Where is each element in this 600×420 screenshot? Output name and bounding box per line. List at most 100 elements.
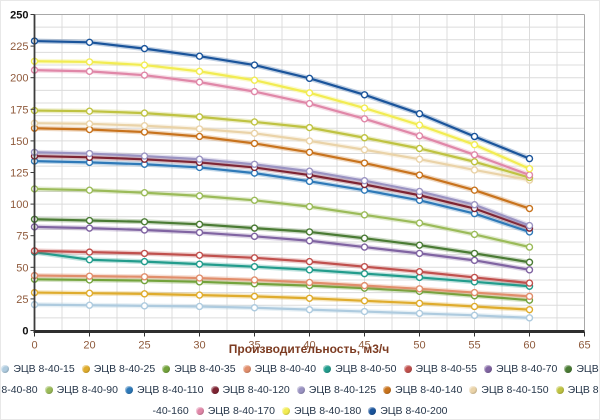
data-point-marker: [250, 87, 259, 96]
data-point-marker: [250, 254, 259, 262]
data-point-marker: [360, 115, 369, 123]
legend-bullet-icon: [555, 386, 564, 394]
legend-bullet-icon: [368, 407, 377, 415]
legend-item: ЭЦВ 8-40-50: [323, 360, 397, 379]
series-line: [33, 218, 531, 264]
legend-item: -40-160: [153, 402, 189, 420]
legend-bullet-icon: [564, 365, 573, 373]
legend-item: ЭЦВ: [564, 360, 599, 379]
data-point-marker: [470, 201, 479, 209]
data-point-marker: [140, 44, 149, 53]
y-tick-label: 50: [16, 262, 28, 274]
data-point-marker: [85, 272, 94, 280]
legend-label: -40-160: [152, 404, 189, 417]
legend-bullet-icon: [323, 365, 332, 373]
legend-item: ЭЦВ 8-40-15: [1, 360, 75, 379]
series-8-40-200: [30, 37, 534, 163]
legend-item: ЭЦВ 8-40-125: [296, 381, 376, 400]
legend-label: ЭЦВ 8-40-170: [207, 404, 275, 417]
legend-label: ЭЦВ 8-40-35: [174, 362, 236, 375]
legend-label: ЭЦВ 8-40-180: [293, 404, 362, 417]
data-point-marker: [305, 137, 314, 145]
data-point-marker: [140, 189, 149, 197]
x-tick-label: 0: [31, 340, 37, 352]
data-point-marker: [85, 107, 94, 115]
legend-label: ЭЦВ: [576, 362, 599, 375]
series-8-40-125: [30, 148, 534, 230]
data-point-marker: [305, 99, 314, 108]
legend-label: ЭЦВ 8: [567, 383, 599, 396]
x-tick-label: 25: [138, 340, 150, 352]
data-point-marker: [305, 177, 314, 186]
series-line: [33, 109, 531, 179]
series-8-40-55: [30, 247, 534, 287]
x-axis-tick-labels: 0 20 25 30 35 40 45 50 55 60 65: [31, 331, 591, 352]
legend-label: ЭЦВ 8-40-120: [222, 383, 290, 396]
data-point-marker: [85, 224, 94, 232]
data-point-marker: [195, 155, 204, 163]
data-point-marker: [195, 220, 204, 229]
x-tick-label: 50: [413, 340, 425, 352]
legend-item: ЭЦВ 8-40-90: [44, 381, 118, 400]
legend-label: ЭЦВ 8-40-15: [13, 362, 75, 375]
legend-row: ЭЦВ 8-40-15 ЭЦВ 8-40-25 ЭЦВ 8-40-35 ЭЦВ 8-4…: [1, 360, 599, 379]
data-point-marker: [195, 302, 204, 311]
series-line: [33, 278, 531, 302]
data-point-marker: [250, 139, 259, 148]
legend-bullet-icon: [162, 365, 171, 373]
data-point-marker: [415, 187, 424, 196]
y-tick-label: 200: [10, 73, 28, 85]
data-point-marker: [470, 230, 479, 239]
legend-bullet-icon: [210, 386, 219, 394]
data-point-marker: [85, 58, 94, 66]
data-point-marker: [140, 152, 149, 160]
legend-label: 8-40-80: [1, 383, 38, 396]
y-tick-label: 75: [16, 231, 28, 243]
y-tick-label: 25: [16, 294, 28, 306]
legend-bullet-icon: [296, 386, 305, 394]
y-tick-label: 150: [10, 136, 28, 148]
data-point-marker: [250, 276, 259, 284]
legend-item: ЭЦВ 8: [555, 381, 599, 400]
series-layer: [30, 37, 534, 322]
y-tick-label: 175: [10, 104, 28, 116]
data-point-marker: [470, 249, 479, 258]
data-point-marker: [305, 305, 314, 314]
legend-bullet-icon: [383, 386, 392, 394]
series-line: [33, 122, 531, 182]
legend-label: ЭЦВ 8-40-40: [254, 362, 317, 375]
series-line: [33, 151, 531, 227]
data-point-marker: [305, 237, 314, 245]
data-point-marker: [305, 123, 314, 132]
x-axis-title: Производительность, м3/ч: [229, 342, 389, 356]
data-point-marker: [470, 140, 479, 149]
legend-label: ЭЦВ 8-40-150: [481, 383, 549, 396]
data-point-marker: [360, 146, 369, 154]
data-point-marker: [250, 304, 259, 312]
data-point-marker: [360, 177, 369, 185]
data-point-marker: [195, 260, 204, 268]
data-point-marker: [195, 78, 204, 86]
data-point-marker: [360, 104, 369, 112]
x-tick-label: 40: [303, 340, 315, 352]
data-point-marker: [415, 144, 424, 153]
data-point-marker: [250, 232, 259, 241]
series-line: [33, 187, 531, 249]
data-point-marker: [195, 67, 204, 76]
data-point-marker: [525, 266, 534, 274]
data-point-marker: [250, 129, 259, 138]
data-point-marker: [140, 226, 149, 234]
legend-label: ЭЦВ 8-40-110: [137, 383, 204, 396]
data-point-marker: [305, 228, 314, 236]
legend-item: ЭЦВ 8-40-40: [242, 360, 317, 379]
data-point-marker: [140, 71, 149, 79]
y-tick-label: 250: [10, 10, 28, 22]
data-point-marker: [415, 155, 424, 163]
data-point-marker: [525, 314, 534, 322]
legend-item: ЭЦВ 8-40-70: [483, 360, 557, 379]
legend-bullet-icon: [469, 386, 478, 394]
data-point-marker: [250, 160, 259, 168]
series-line: [33, 251, 531, 288]
data-point-marker: [305, 148, 314, 156]
data-point-marker: [305, 294, 314, 302]
